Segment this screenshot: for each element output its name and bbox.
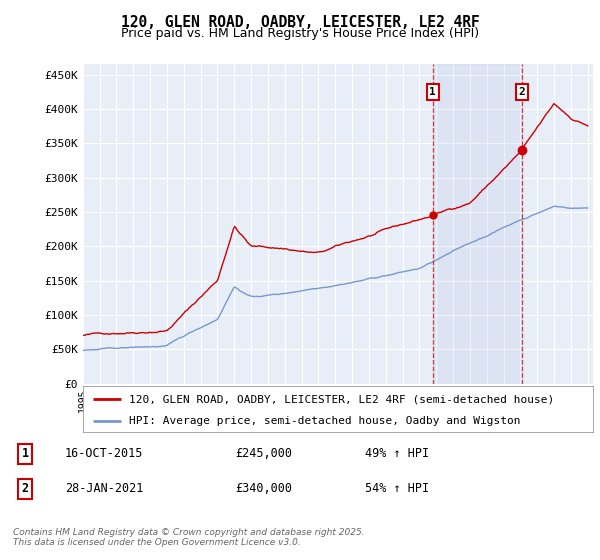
Text: 120, GLEN ROAD, OADBY, LEICESTER, LE2 4RF (semi-detached house): 120, GLEN ROAD, OADBY, LEICESTER, LE2 4R…	[128, 394, 554, 404]
Text: 2: 2	[22, 482, 29, 495]
Text: Price paid vs. HM Land Registry's House Price Index (HPI): Price paid vs. HM Land Registry's House …	[121, 27, 479, 40]
Text: 16-OCT-2015: 16-OCT-2015	[65, 447, 143, 460]
Text: 28-JAN-2021: 28-JAN-2021	[65, 482, 143, 495]
Text: 1: 1	[22, 447, 29, 460]
Bar	[433, 64, 522, 384]
Text: £340,000: £340,000	[235, 482, 292, 495]
Text: 54% ↑ HPI: 54% ↑ HPI	[365, 482, 429, 495]
Text: 120, GLEN ROAD, OADBY, LEICESTER, LE2 4RF: 120, GLEN ROAD, OADBY, LEICESTER, LE2 4R…	[121, 15, 479, 30]
Text: Contains HM Land Registry data © Crown copyright and database right 2025.
This d: Contains HM Land Registry data © Crown c…	[13, 528, 365, 547]
Text: 1: 1	[430, 87, 436, 97]
Text: HPI: Average price, semi-detached house, Oadby and Wigston: HPI: Average price, semi-detached house,…	[128, 416, 520, 426]
Text: £245,000: £245,000	[235, 447, 292, 460]
Text: 49% ↑ HPI: 49% ↑ HPI	[365, 447, 429, 460]
Text: 2: 2	[518, 87, 525, 97]
